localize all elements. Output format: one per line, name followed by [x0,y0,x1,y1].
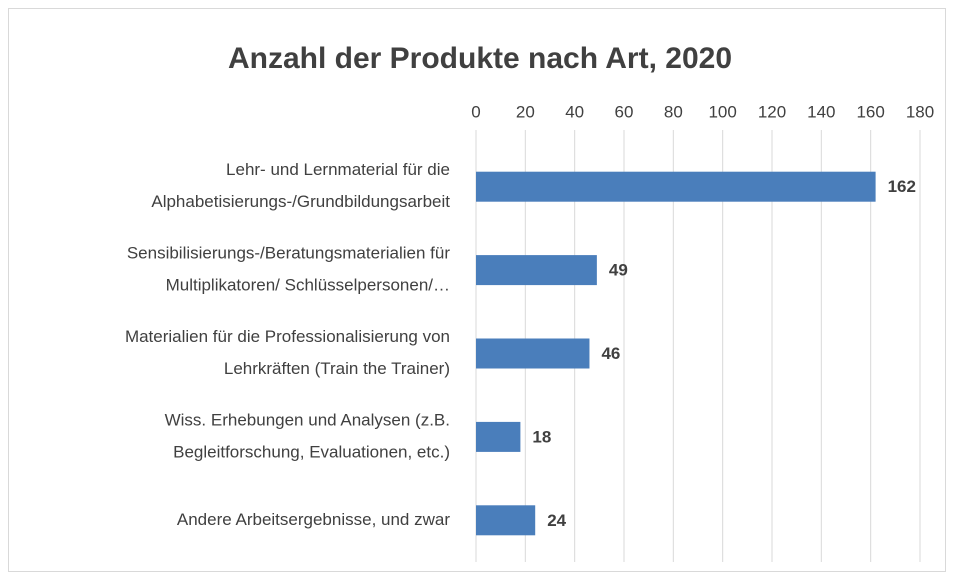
y-tick-label: Andere Arbeitsergebnisse, und zwar [177,510,450,529]
x-tick-label: 20 [516,102,535,121]
bar [476,171,876,202]
chart-frame [8,8,946,572]
x-tick-label: 100 [708,102,736,121]
x-tick-label: 80 [664,102,683,121]
bar [476,421,521,452]
x-tick-label: 120 [758,102,786,121]
y-tick-label: Materialien für die Professionalisierung… [125,327,450,346]
y-tick-label: Wiss. Erhebungen und Analysen (z.B. [165,410,450,429]
y-tick-label: Begleitforschung, Evaluationen, etc.) [173,442,450,461]
x-tick-label: 0 [471,102,480,121]
chart-title: Anzahl der Produkte nach Art, 2020 [228,42,732,75]
value-label: 49 [609,261,628,280]
value-label: 18 [532,427,551,446]
bar [476,338,590,369]
x-tick-label: 60 [615,102,634,121]
y-tick-label: Multiplikatoren/ Schlüsselpersonen/… [166,276,450,295]
value-label: 46 [601,344,620,363]
x-tick-label: 180 [906,102,934,121]
y-tick-label: Alphabetisierungs-/Grundbildungsarbeit [151,192,450,211]
x-tick-label: 160 [856,102,884,121]
bar [476,255,597,286]
y-tick-label: Lehrkräften (Train the Trainer) [224,359,450,378]
value-label: 24 [547,511,566,530]
value-label: 162 [888,177,916,196]
x-tick-label: 140 [807,102,835,121]
y-tick-label: Lehr- und Lernmaterial für die [226,160,450,179]
x-tick-label: 40 [565,102,584,121]
bar [476,505,536,536]
y-tick-label: Sensibilisierungs-/Beratungsmaterialien … [127,244,450,263]
